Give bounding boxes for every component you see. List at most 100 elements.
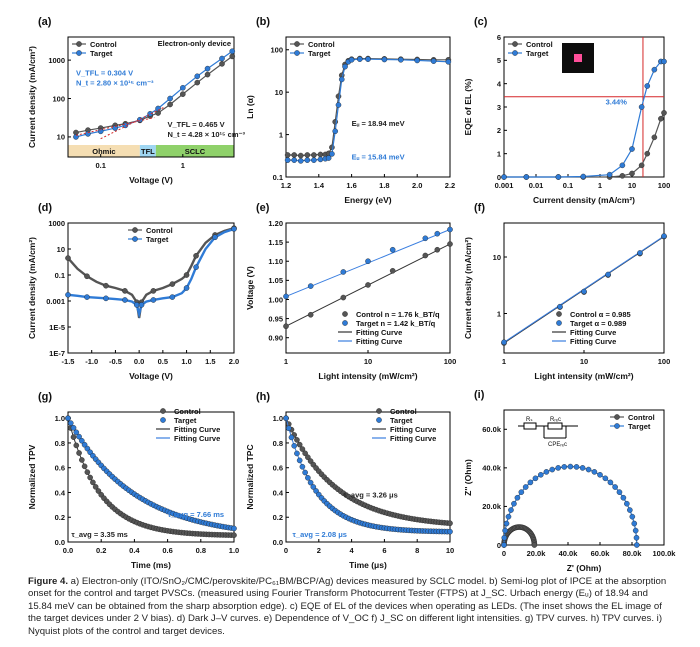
data-point <box>376 417 382 423</box>
y-tick-label: 0.2 <box>273 513 283 522</box>
data-point <box>389 267 396 274</box>
legend-label: Fitting Curve <box>174 425 220 434</box>
data-point <box>567 463 574 470</box>
data-point <box>340 294 347 301</box>
x-axis-label: Time (ms) <box>131 560 171 570</box>
data-point <box>219 61 225 67</box>
annotation: τ_avg = 3.26 μs <box>343 490 397 499</box>
annotation: τ_avg = 7.66 ms <box>168 510 225 519</box>
x-tick-label: 10 <box>446 546 454 555</box>
y-tick-label: 1.00 <box>268 295 283 304</box>
panel-label: (f) <box>474 202 485 214</box>
data-point <box>169 294 176 300</box>
data-point <box>229 48 236 55</box>
data-point <box>624 500 630 507</box>
data-point <box>302 469 308 476</box>
panel-label: (e) <box>256 202 270 214</box>
data-point <box>204 71 211 78</box>
annotation: τ_avg = 3.35 ms <box>71 530 128 539</box>
data-point <box>296 441 303 448</box>
data-point <box>302 450 308 457</box>
data-point <box>132 236 138 242</box>
data-point <box>305 454 311 461</box>
data-point <box>342 320 348 326</box>
y-tick-label: 0.8 <box>55 439 65 448</box>
data-point <box>138 302 145 308</box>
data-point <box>73 442 80 449</box>
data-point <box>555 174 562 180</box>
chart-e: 1 10 100 0.90 0.95 1.00 1.05 1.10 1.15 1.20 Light … <box>245 202 456 381</box>
data-point <box>212 234 218 241</box>
data-point <box>549 466 556 473</box>
region-label: SCLC <box>185 147 206 156</box>
data-point <box>84 273 90 280</box>
annotation: N_t = 2.80 × 10¹⁵ cm⁻³ <box>76 78 154 87</box>
data-point <box>193 252 199 259</box>
annotation: τ_avg = 2.08 μs <box>293 530 347 539</box>
region-band <box>68 145 140 157</box>
x-tick-label: 10 <box>580 357 588 366</box>
data-point <box>342 63 348 70</box>
data-point <box>79 457 85 463</box>
data-point <box>329 144 335 151</box>
data-point <box>70 434 77 440</box>
chart-d: -1.5 -1.0 -0.5 0.0 0.5 1.0 1.5 2.0 1E-7 1E-5 0.001… <box>27 202 239 381</box>
x-tick-label: 80.0k <box>623 549 643 558</box>
data-point <box>310 484 317 490</box>
data-point <box>76 450 82 456</box>
data-point <box>620 494 627 501</box>
annotation: V_TFL = 0.465 V <box>167 120 224 129</box>
data-point <box>422 235 429 242</box>
y-tick-label: 1 <box>497 309 501 318</box>
data-point <box>84 469 91 475</box>
data-point <box>629 146 635 152</box>
y-tick-label: 1.05 <box>268 276 283 285</box>
legend-label: Fitting Curve <box>390 425 436 434</box>
x-tick-label: 0.01 <box>529 181 544 190</box>
data-point <box>283 293 289 300</box>
data-point <box>555 465 561 471</box>
data-point <box>606 171 613 178</box>
x-tick-label: 1 <box>181 161 185 170</box>
y-tick-label: 1000 <box>48 56 65 65</box>
data-point <box>283 323 289 330</box>
legend-label: Fitting Curve <box>174 434 220 443</box>
plot-frame <box>67 411 235 543</box>
x-axis-label: Time (μs) <box>349 560 387 570</box>
data-point <box>501 174 507 180</box>
legend-label: Target <box>526 49 549 58</box>
x-tick-label: 0.2 <box>96 546 106 555</box>
x-tick-label: 100 <box>658 181 671 190</box>
data-point <box>430 58 437 64</box>
data-point <box>291 152 298 158</box>
data-point <box>561 464 568 470</box>
data-point <box>434 246 441 253</box>
data-point <box>81 441 88 448</box>
x-tick-label: 0.5 <box>158 357 168 366</box>
y-tick-label: 10 <box>493 253 501 262</box>
x-tick-label: 0.1 <box>95 161 105 170</box>
legend-label: Control <box>146 226 173 235</box>
data-point <box>204 65 211 72</box>
data-point <box>73 134 79 140</box>
data-point <box>616 489 623 495</box>
data-point <box>299 463 306 470</box>
data-point <box>651 66 658 73</box>
x-tick-label: 100 <box>658 357 671 366</box>
annotation: V_TFL = 0.304 V <box>76 68 133 77</box>
fit-line <box>75 117 155 136</box>
y-tick-label: 4 <box>497 79 502 88</box>
data-point <box>512 50 518 56</box>
y-tick-label: 0.90 <box>268 334 283 343</box>
data-point <box>340 269 347 275</box>
y-tick-label: 20.0k <box>482 502 502 511</box>
legend-label: Fitting Curve <box>356 328 402 337</box>
data-point <box>307 479 314 486</box>
data-point <box>514 494 521 501</box>
y-tick-label: 6 <box>497 33 501 42</box>
data-point <box>527 479 534 486</box>
data-point <box>538 471 544 478</box>
data-point <box>580 173 587 180</box>
y-tick-label: 1E-7 <box>49 349 65 358</box>
legend-label: Target <box>146 235 169 244</box>
